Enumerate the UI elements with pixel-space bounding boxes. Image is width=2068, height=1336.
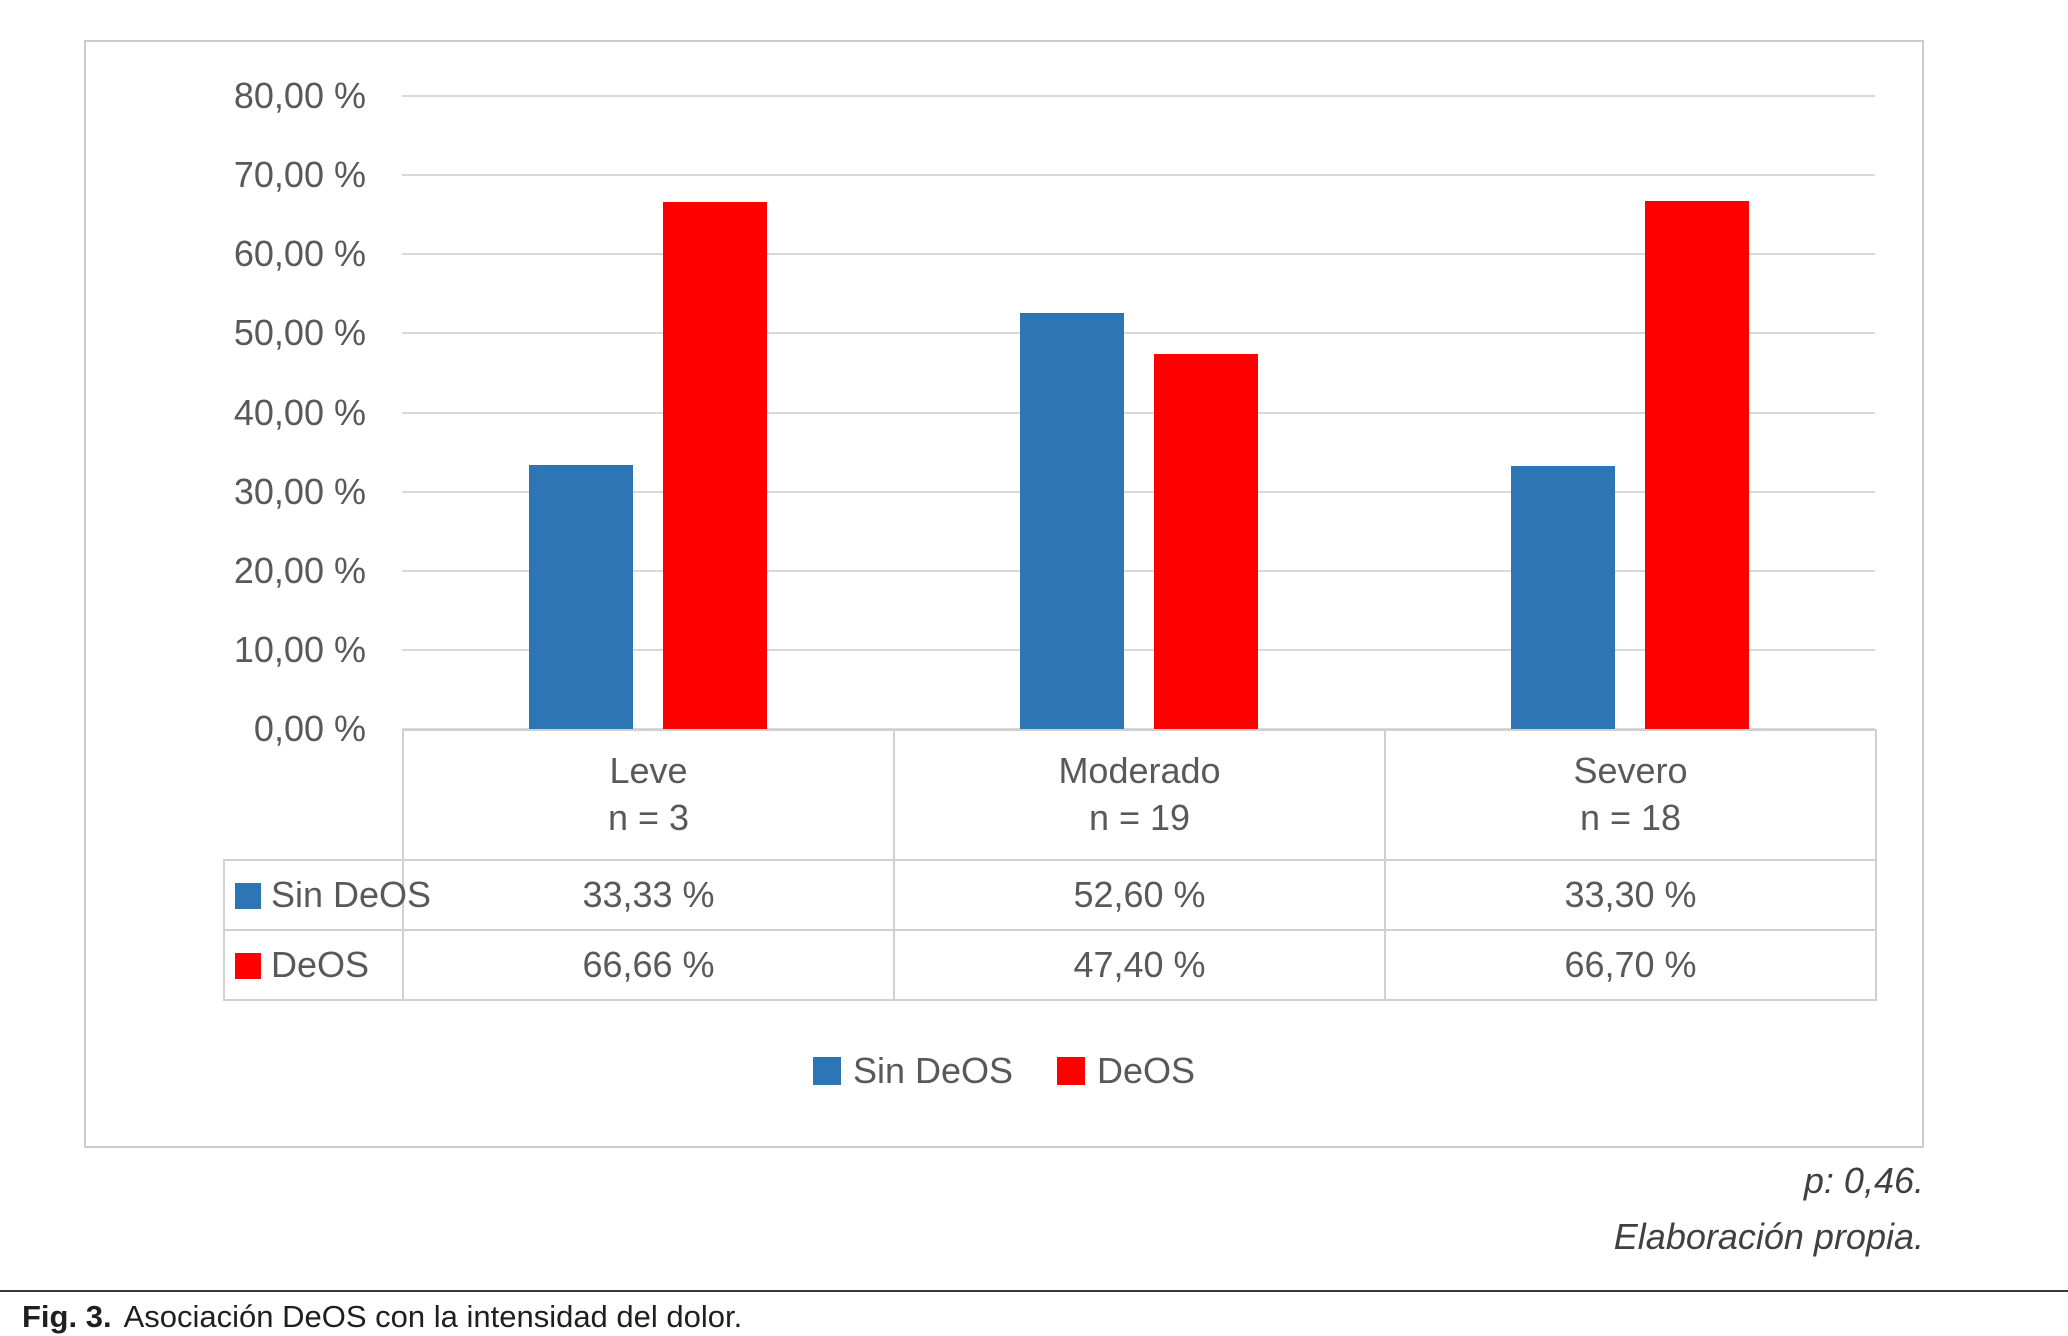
category-name: Severo [1573,750,1688,792]
category-header-moderado: Moderado n = 19 [893,729,1386,861]
plot-area [402,95,1875,730]
series-name: Sin DeOS [271,874,432,915]
data-table: Leve n = 3 Moderado n = 19 Severo n = 18… [223,729,1877,1001]
category-count: n = 3 [607,797,690,838]
category-name: Moderado [1058,750,1221,792]
y-axis-tick-label: 80,00 % [233,75,366,116]
series-name: DeOS [271,944,370,985]
series-label-cell: DeOS [223,929,404,1001]
y-axis-tick-label: 40,00 % [233,391,366,433]
chart-legend: Sin DeOS DeOS [86,1050,1922,1092]
value-cell-deos-severo: 66,70 % [1384,929,1877,1001]
table-row-deos: DeOS 66,66 % 47,40 % 66,70 % [223,929,1877,1001]
gridline [402,253,1875,256]
sin-deos-legend-swatch [812,1057,841,1085]
gridline [402,648,1875,651]
chart-panel: 0,00 % 10,00 % 20,00 % 30,00 % 40,00 % 50,00 … [84,40,1924,1148]
category-header-leve: Leve n = 3 [402,729,895,861]
table-row-sin-deos: Sin DeOS 33,33 % 52,60 % 33,30 % [223,859,1877,931]
p-value-note: p: 0,46. [1803,1160,1924,1201]
category-name: Leve [609,750,688,792]
category-count: n = 18 [1579,797,1682,838]
value-cell-deos-leve: 66,66 % [402,929,895,1001]
value-cell-sin-deos-moderado: 52,60 % [893,859,1386,931]
bar-sin-deos-leve [529,465,633,729]
category-header-severo: Severo n = 18 [1384,729,1877,861]
value-cell-deos-moderado: 47,40 % [893,929,1386,1001]
sin-deos-key-swatch [235,883,261,909]
legend-label: DeOS [1097,1050,1196,1091]
y-axis-tick-label: 0,00 % [253,708,366,749]
y-axis-tick-label: 10,00 % [233,628,366,670]
gridline [402,332,1875,335]
value-cell-sin-deos-leve: 33,33 % [402,859,895,931]
category-count: n = 19 [1088,797,1191,838]
figure-caption-text: Asociación DeOS con la intensidad del do… [123,1299,743,1334]
bar-deos-moderado [1154,354,1258,729]
legend-item-sin-deos: Sin DeOS [812,1050,1014,1092]
legend-label: Sin DeOS [852,1050,1014,1091]
y-axis-tick-label: 60,00 % [233,233,366,275]
figure-caption-label: Fig. 3. [22,1299,112,1334]
y-axis-tick-label: 50,00 % [233,312,366,354]
value-cell-sin-deos-severo: 33,30 % [1384,859,1877,931]
deos-key-swatch [235,953,261,979]
figure-caption: Fig. 3. Asociación DeOS con la intensidad… [22,1300,742,1334]
bar-sin-deos-moderado [1020,313,1124,729]
gridline [402,569,1875,572]
y-axis-tick-label: 20,00 % [233,549,366,591]
y-axis: 0,00 % 10,00 % 20,00 % 30,00 % 40,00 % 50,00 … [86,76,366,749]
deos-legend-swatch [1057,1057,1086,1085]
caption-divider [0,1290,2068,1292]
gridline [402,95,1875,97]
table-corner-cell [224,730,403,860]
bar-sin-deos-severo [1511,466,1615,729]
bar-deos-severo [1645,201,1749,729]
source-note: Elaboración propia. [1613,1216,1924,1257]
gridline [402,174,1875,177]
gridline [402,728,1875,730]
gridline [402,411,1875,414]
y-axis-tick-label: 30,00 % [233,470,366,512]
legend-item-deos: DeOS [1057,1050,1195,1092]
bar-deos-leve [663,202,767,729]
table-header-row: Leve n = 3 Moderado n = 19 Severo n = 18 [224,729,1877,861]
gridline [402,490,1875,493]
y-axis-tick-label: 70,00 % [233,154,366,196]
series-label-cell: Sin DeOS [223,859,431,931]
